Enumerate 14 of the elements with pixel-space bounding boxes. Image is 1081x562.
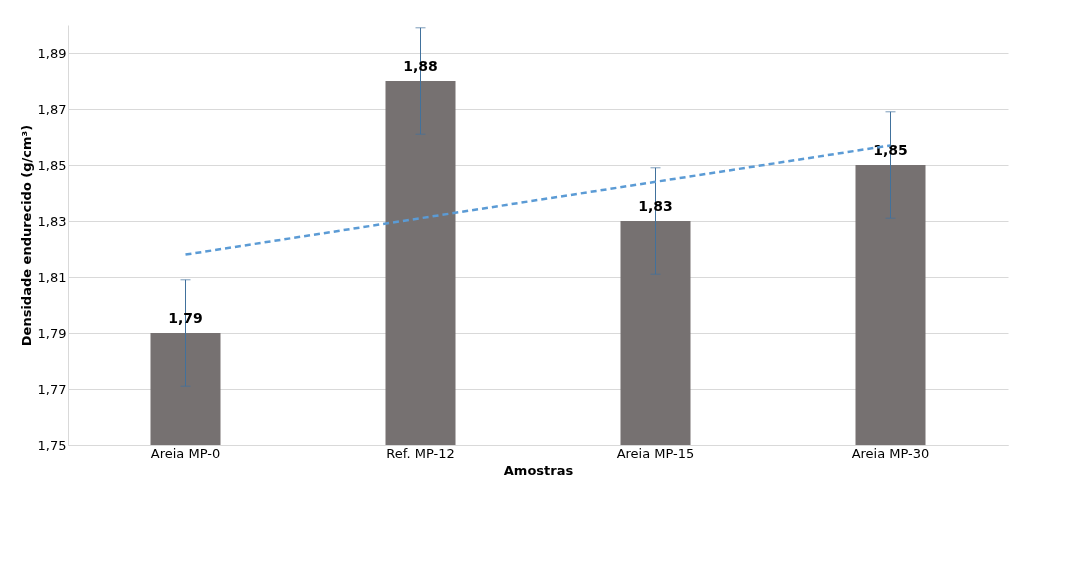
y-tick-label: 1,81 xyxy=(37,269,67,285)
x-tick-label: Ref. MP-12 xyxy=(386,445,455,461)
y-tick-label: 1,87 xyxy=(37,101,67,117)
y-tick-label: 1,79 xyxy=(37,325,67,341)
x-axis-title: Amostras xyxy=(503,462,574,478)
y-tick-label: 1,85 xyxy=(37,157,67,173)
x-tick-label: Areia MP-0 xyxy=(150,445,221,461)
y-tick-label: 1,83 xyxy=(37,213,67,229)
y-axis-title: Densidade endurecido (g/cm³) xyxy=(18,124,34,347)
y-tick-label: 1,77 xyxy=(37,381,67,397)
x-tick-label: Areia MP-30 xyxy=(851,445,930,461)
x-tick-label: Areia MP-15 xyxy=(616,445,695,461)
y-tick-label: 1,89 xyxy=(37,45,67,61)
y-tick-label: 1,75 xyxy=(37,437,67,453)
